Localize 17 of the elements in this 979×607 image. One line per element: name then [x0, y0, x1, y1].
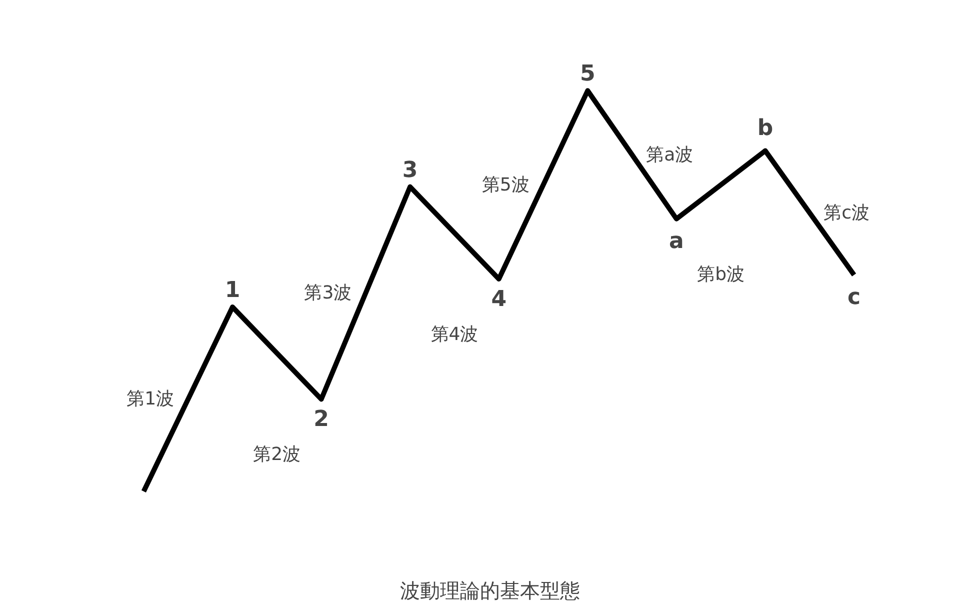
annotation: 第3波 — [304, 282, 352, 304]
annotation: 第4波 — [430, 324, 478, 345]
x-tick-label: a — [669, 228, 684, 254]
annotation: 第5波 — [482, 174, 530, 196]
x-tick-label: b — [757, 116, 774, 141]
annotation: 第b波 — [697, 264, 745, 285]
x-tick-label: 1 — [224, 278, 240, 304]
x-tick-label: 3 — [402, 158, 418, 183]
x-tick-label: 4 — [491, 286, 507, 312]
annotation: 第2波 — [253, 444, 301, 466]
x-tick-label: 2 — [314, 407, 329, 432]
annotation: 第1波 — [126, 388, 174, 410]
x-tick-label: c — [848, 284, 861, 310]
text: 波動理論的基本型態 — [400, 578, 580, 602]
annotation: 第a波 — [646, 144, 694, 166]
x-tick-label: 5 — [580, 62, 596, 87]
annotation: 第c波 — [824, 202, 870, 224]
